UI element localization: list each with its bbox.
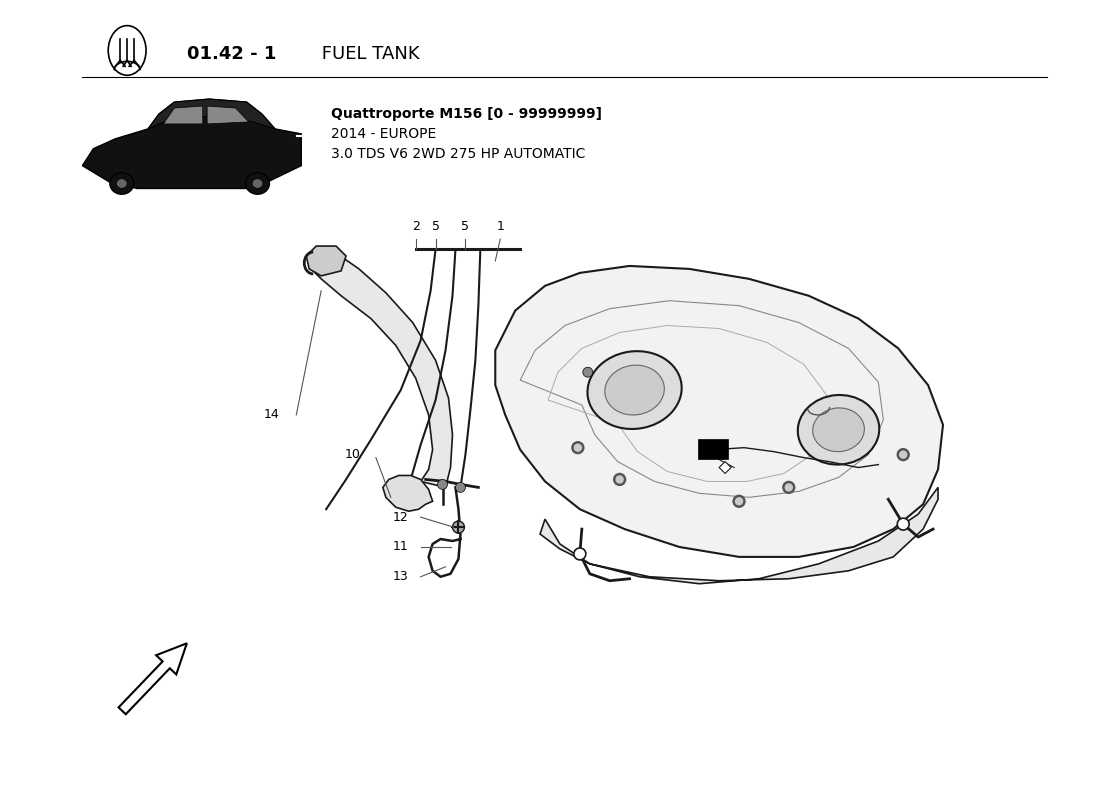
Ellipse shape bbox=[108, 26, 146, 75]
Circle shape bbox=[455, 482, 465, 492]
Text: Quattroporte M156 [0 - 99999999]: Quattroporte M156 [0 - 99999999] bbox=[331, 107, 602, 121]
Ellipse shape bbox=[117, 178, 128, 188]
Circle shape bbox=[572, 442, 584, 454]
Circle shape bbox=[900, 451, 906, 458]
Circle shape bbox=[783, 482, 795, 494]
Circle shape bbox=[574, 548, 586, 560]
Polygon shape bbox=[306, 246, 346, 276]
Circle shape bbox=[614, 474, 626, 486]
FancyArrow shape bbox=[119, 643, 187, 714]
Polygon shape bbox=[82, 99, 301, 189]
Text: 5: 5 bbox=[461, 220, 470, 233]
Ellipse shape bbox=[813, 408, 865, 452]
Circle shape bbox=[733, 495, 745, 507]
Text: 01.42 - 1: 01.42 - 1 bbox=[187, 46, 276, 63]
Circle shape bbox=[452, 521, 464, 533]
Polygon shape bbox=[495, 266, 943, 557]
Ellipse shape bbox=[110, 173, 134, 194]
Polygon shape bbox=[148, 99, 275, 129]
Polygon shape bbox=[164, 106, 202, 124]
Polygon shape bbox=[540, 487, 938, 584]
Text: 1: 1 bbox=[496, 220, 504, 233]
Text: 13: 13 bbox=[393, 570, 409, 583]
Circle shape bbox=[785, 484, 792, 491]
Text: 2014 - EUROPE: 2014 - EUROPE bbox=[331, 127, 437, 141]
Text: 10: 10 bbox=[345, 448, 361, 461]
Text: 11: 11 bbox=[393, 541, 409, 554]
Polygon shape bbox=[207, 106, 249, 124]
Text: FUEL TANK: FUEL TANK bbox=[316, 46, 420, 63]
Polygon shape bbox=[383, 475, 432, 511]
Circle shape bbox=[736, 498, 743, 505]
Circle shape bbox=[583, 367, 593, 377]
Circle shape bbox=[438, 479, 448, 490]
Circle shape bbox=[898, 518, 910, 530]
FancyBboxPatch shape bbox=[698, 438, 728, 458]
Ellipse shape bbox=[587, 351, 682, 429]
Ellipse shape bbox=[605, 365, 664, 415]
Text: 2: 2 bbox=[411, 220, 419, 233]
Circle shape bbox=[574, 444, 581, 451]
Polygon shape bbox=[311, 253, 452, 487]
Text: 5: 5 bbox=[431, 220, 440, 233]
Text: 14: 14 bbox=[264, 408, 279, 422]
Ellipse shape bbox=[252, 178, 263, 188]
Circle shape bbox=[616, 476, 623, 483]
Text: 3.0 TDS V6 2WD 275 HP AUTOMATIC: 3.0 TDS V6 2WD 275 HP AUTOMATIC bbox=[331, 146, 585, 161]
Ellipse shape bbox=[245, 173, 270, 194]
Circle shape bbox=[898, 449, 910, 461]
Polygon shape bbox=[719, 462, 732, 474]
Text: 12: 12 bbox=[393, 510, 409, 524]
Ellipse shape bbox=[798, 395, 879, 465]
